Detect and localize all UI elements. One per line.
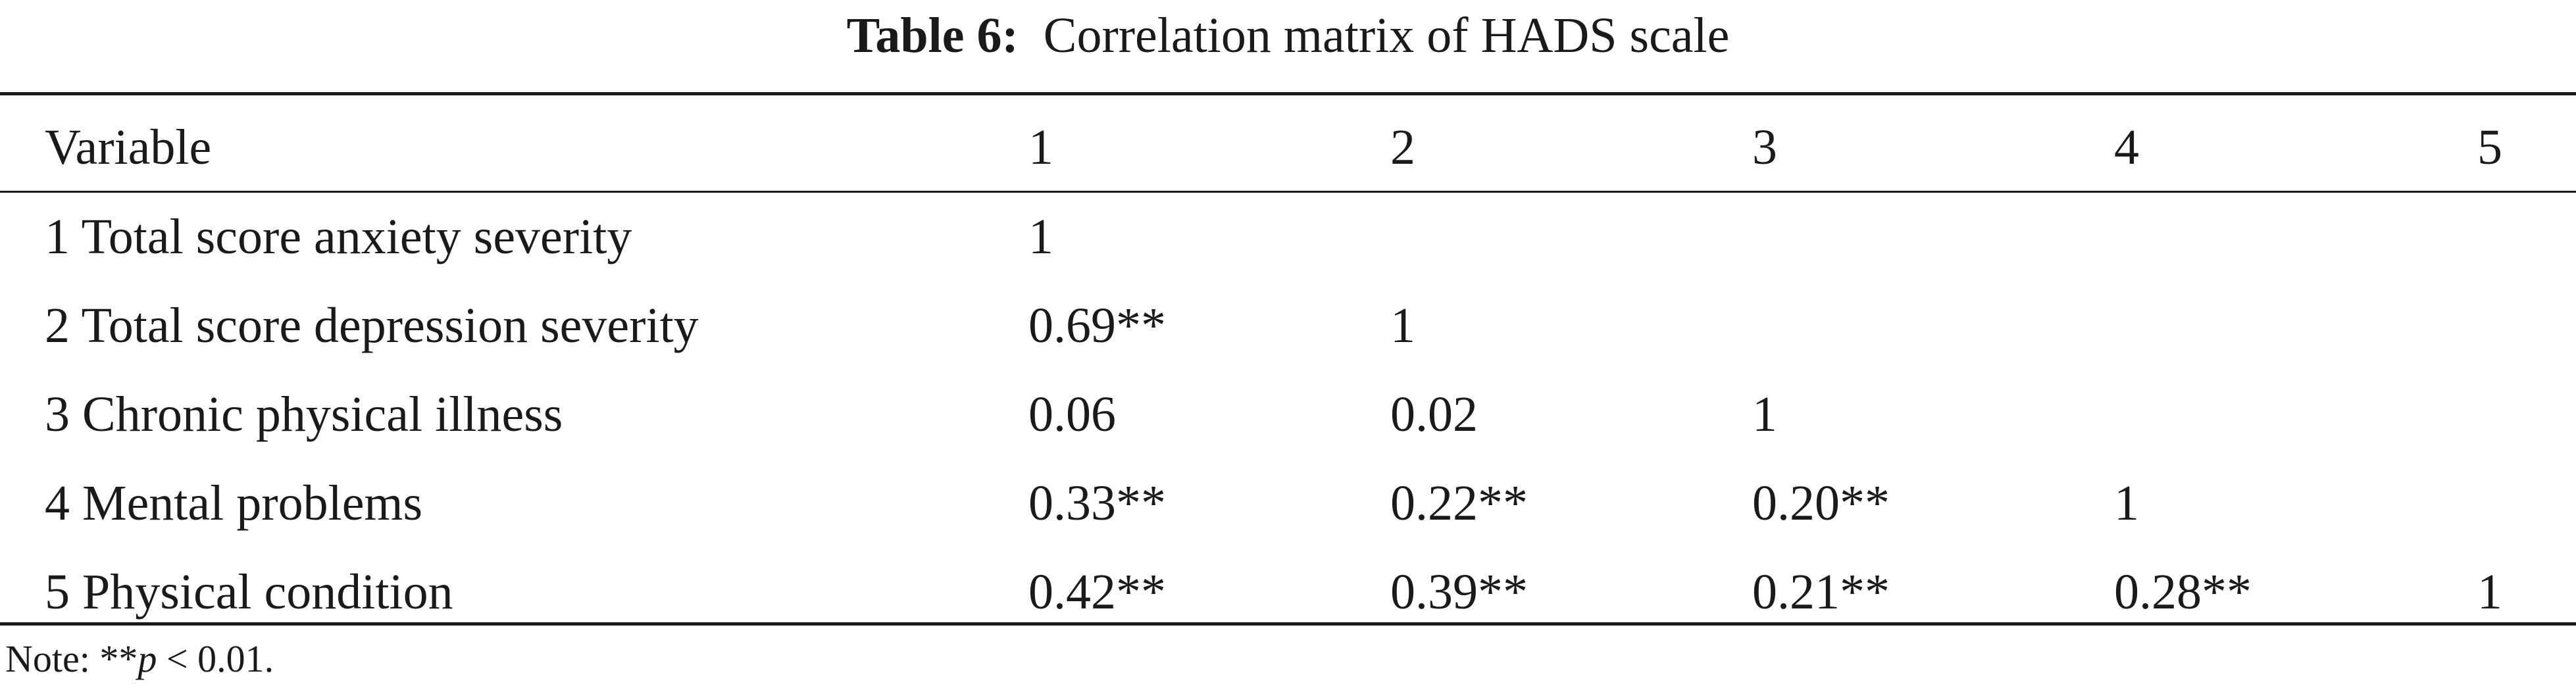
note-suffix: < 0.01. [157, 637, 274, 680]
header-variable: Variable [45, 120, 212, 175]
table-label: Table 6: [846, 8, 1019, 63]
cell-value: 0.42** [1028, 564, 1166, 620]
table-title: Correlation matrix of HADS scale [1043, 8, 1730, 63]
cell-value: 1 [2114, 476, 2139, 531]
table-note: Note: **p < 0.01. [5, 633, 274, 685]
cell-value: 0.33** [1028, 476, 1166, 531]
table-row: 2 Total score depression severity 0.69**… [0, 293, 2576, 358]
cell-value: 0.69** [1028, 298, 1166, 353]
note-p-symbol: p [138, 637, 157, 680]
cell-value: 0.02 [1390, 387, 1478, 442]
cell-value: 1 [1752, 387, 1777, 442]
row-variable: 5 Physical condition [45, 564, 453, 620]
cell-value: 0.39** [1390, 564, 1528, 620]
header-row: Variable 1 2 3 4 5 [0, 114, 2576, 180]
table-row: 3 Chronic physical illness 0.06 0.02 1 [0, 382, 2576, 447]
cell-value: 0.21** [1752, 564, 1890, 620]
cell-value: 0.06 [1028, 387, 1116, 442]
bottom-rule [0, 622, 2576, 626]
cell-value: 0.22** [1390, 476, 1528, 531]
row-variable: 1 Total score anxiety severity [45, 209, 632, 264]
top-rule [0, 92, 2576, 95]
header-col-2: 2 [1390, 120, 1415, 175]
cell-value: 1 [2477, 564, 2502, 620]
header-col-5: 5 [2477, 120, 2502, 175]
cell-value: 1 [1028, 209, 1053, 264]
table-row: 5 Physical condition 0.42** 0.39** 0.21*… [0, 559, 2576, 625]
header-col-1: 1 [1028, 120, 1053, 175]
table-row: 1 Total score anxiety severity 1 [0, 204, 2576, 270]
note-prefix: Note: ** [5, 637, 138, 680]
table-caption: Table 6: Correlation matrix of HADS scal… [0, 4, 2576, 67]
row-variable: 3 Chronic physical illness [45, 387, 563, 442]
table-row: 4 Mental problems 0.33** 0.22** 0.20** 1 [0, 470, 2576, 536]
cell-value: 0.28** [2114, 564, 2252, 620]
row-variable: 2 Total score depression severity [45, 298, 699, 353]
cell-value: 0.20** [1752, 476, 1890, 531]
header-col-3: 3 [1752, 120, 1777, 175]
header-rule [0, 191, 2576, 193]
cell-value: 1 [1390, 298, 1415, 353]
row-variable: 4 Mental problems [45, 476, 423, 531]
header-col-4: 4 [2114, 120, 2139, 175]
